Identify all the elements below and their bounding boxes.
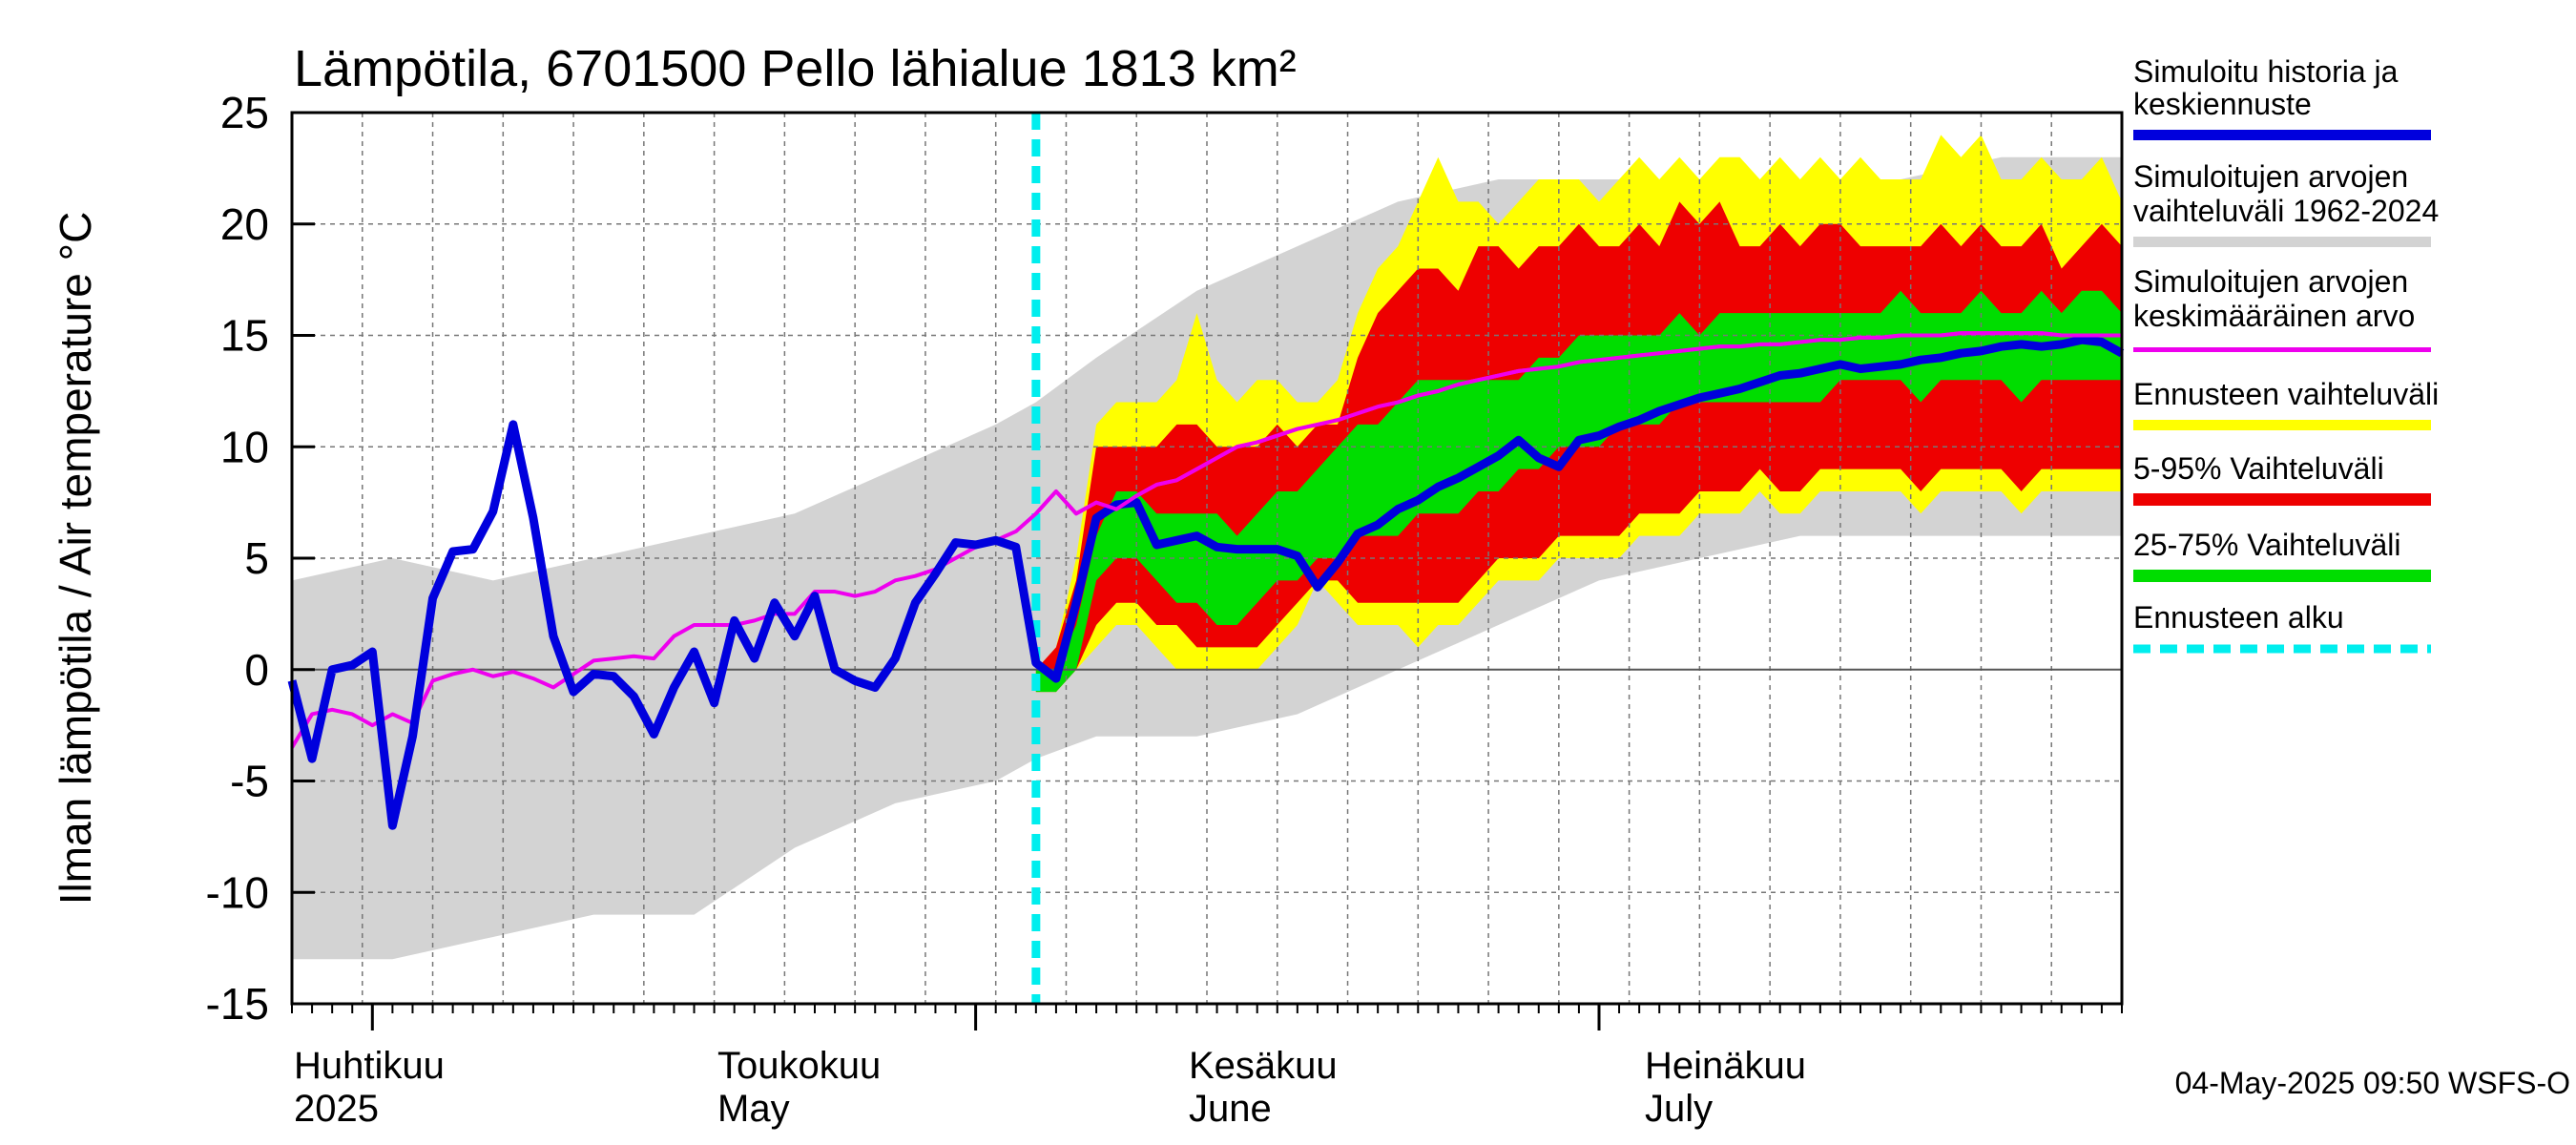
- y-tick-label: 25: [220, 88, 269, 137]
- y-tick-label: 15: [220, 311, 269, 361]
- month-label-july-en: July: [1645, 1088, 1713, 1130]
- line-mean-forecast: [1034, 331, 2122, 516]
- chart-title: Lämpötila, 6701500 Pello lähialue 1813 k…: [294, 40, 1297, 97]
- timestamp: 04-May-2025 09:50 WSFS-O: [2175, 1066, 2570, 1100]
- y-tick-label: 5: [244, 533, 269, 583]
- y-axis-label: Ilman lämpötila / Air temperature °C: [51, 212, 100, 906]
- y-axis-ticks: 25 20 15 10 5 0 -5 -10 -15: [206, 88, 315, 1029]
- x-axis-ticks: [291, 1004, 2123, 1030]
- month-label-june-en: June: [1189, 1088, 1272, 1130]
- y-tick-label: 10: [220, 422, 269, 471]
- month-label-july: Heinäkuu: [1645, 1045, 1806, 1087]
- legend: Simuloitu historia ja keskiennuste Simul…: [2133, 54, 2439, 654]
- line-simulated: [287, 335, 2125, 830]
- legend-label-simulated-2: keskiennuste: [2133, 87, 2312, 121]
- legend-swatch-p05-95: [2133, 493, 2431, 506]
- band-p25_75: [1035, 290, 2122, 693]
- month-label-april: Huhtikuu: [294, 1045, 445, 1087]
- legend-swatch-p25-75: [2133, 570, 2431, 582]
- legend-label-simulated-1: Simuloitu historia ja: [2133, 54, 2399, 89]
- legend-label-p05-95: 5-95% Vaihteluväli: [2133, 451, 2384, 486]
- legend-label-hist-range-2: vaihteluväli 1962-2024: [2133, 194, 2439, 228]
- month-label-may: Toukokuu: [717, 1045, 881, 1087]
- series-lines: [287, 113, 2125, 1004]
- legend-label-mean-1: Simuloitujen arvojen: [2133, 264, 2408, 299]
- month-label-april-year: 2025: [294, 1088, 379, 1130]
- y-tick-label: -15: [206, 979, 269, 1029]
- grid-lines: [291, 113, 2123, 1004]
- legend-swatch-hist-range: [2133, 237, 2431, 247]
- legend-swatch-forecast-range: [2133, 420, 2431, 430]
- legend-label-p25-75: 25-75% Vaihteluväli: [2133, 528, 2400, 562]
- month-labels: Huhtikuu 2025 Toukokuu May Kesäkuu June …: [294, 1045, 1806, 1130]
- y-tick-label: -10: [206, 867, 269, 917]
- month-label-june: Kesäkuu: [1189, 1045, 1338, 1087]
- y-tick-label: 0: [244, 645, 269, 695]
- legend-label-forecast-start: Ennusteen alku: [2133, 600, 2344, 635]
- legend-swatch-mean: [2133, 347, 2431, 352]
- y-tick-label: 20: [220, 199, 269, 249]
- legend-swatch-simulated: [2133, 130, 2431, 140]
- month-label-may-en: May: [717, 1088, 790, 1130]
- y-tick-label: -5: [230, 757, 269, 806]
- legend-label-mean-2: keskimääräinen arvo: [2133, 299, 2415, 333]
- legend-label-hist-range-1: Simuloitujen arvojen: [2133, 159, 2408, 194]
- legend-label-forecast-range: Ennusteen vaihteluväli: [2133, 377, 2439, 411]
